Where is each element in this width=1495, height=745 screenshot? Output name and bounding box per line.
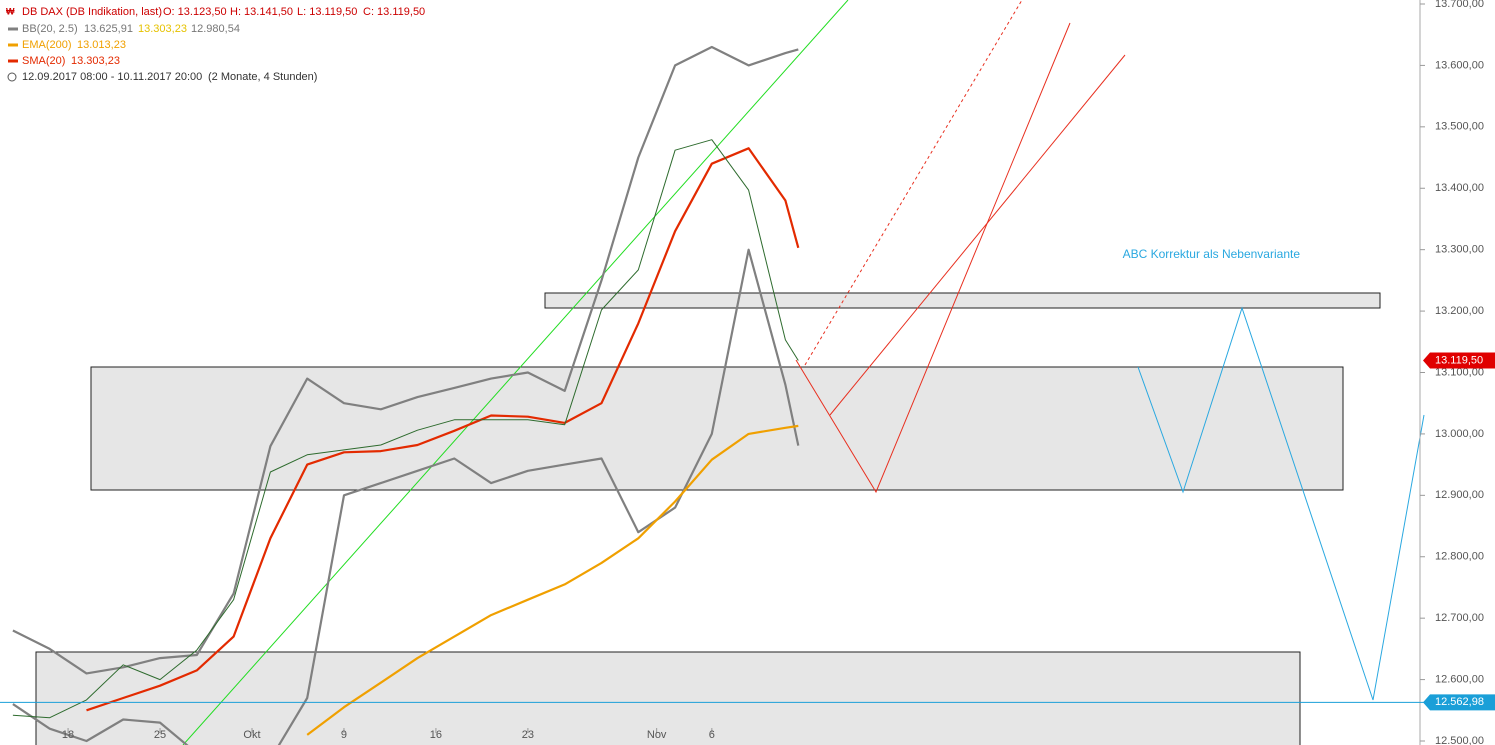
price-tag-label: 13.119,50 bbox=[1435, 354, 1483, 366]
projection-line bbox=[1137, 306, 1425, 701]
legend-label: BB(20, 2.5) bbox=[22, 23, 78, 35]
y-tick-label: 13.600,00 bbox=[1435, 59, 1484, 71]
projection-line bbox=[804, 0, 1023, 366]
ohlc: C: 13.119,50 bbox=[363, 6, 425, 18]
price-tag-label: 12.562,98 bbox=[1435, 696, 1484, 708]
y-tick-label: 13.400,00 bbox=[1435, 182, 1484, 194]
legend-value: 13.303,23 bbox=[71, 55, 120, 67]
y-tick-label: 13.700,00 bbox=[1435, 0, 1484, 10]
trend-line bbox=[182, 0, 849, 745]
legend-label: EMA(200) bbox=[22, 39, 72, 51]
legend-value: 13.625,91 bbox=[84, 23, 133, 35]
zone bbox=[544, 292, 1381, 309]
y-tick-label: 13.100,00 bbox=[1435, 366, 1484, 378]
legend-value: 13.013,23 bbox=[77, 39, 126, 51]
y-tick-label: 12.700,00 bbox=[1435, 612, 1484, 624]
legend-value: 13.303,23 bbox=[138, 23, 187, 35]
y-tick-label: 13.300,00 bbox=[1435, 244, 1484, 256]
period: (2 Monate, 4 Stunden) bbox=[208, 71, 317, 83]
bb-lower-line bbox=[12, 248, 800, 745]
bb-upper-line bbox=[12, 45, 799, 675]
zone bbox=[35, 651, 1301, 745]
legend-label: SMA(20) bbox=[22, 55, 65, 67]
x-tick-label: Nov bbox=[647, 729, 667, 741]
close-line bbox=[12, 139, 799, 719]
ohlc: H: 13.141,50 bbox=[230, 6, 293, 18]
plot bbox=[12, 45, 800, 745]
price-tag bbox=[1423, 694, 1495, 711]
projection-line bbox=[829, 54, 1126, 416]
instrument: DB DAX (DB Indikation, last) bbox=[22, 6, 162, 18]
x-tick-label: 25 bbox=[154, 729, 166, 741]
annotation: ABC Korrektur als Nebenvariante bbox=[1123, 247, 1301, 261]
y-tick-label: 13.500,00 bbox=[1435, 121, 1484, 133]
x-tick-label: 9 bbox=[341, 729, 347, 741]
x-tick-label: 6 bbox=[709, 729, 715, 741]
legend-value: 12.980,54 bbox=[191, 23, 240, 35]
ohlc: L: 13.119,50 bbox=[297, 6, 357, 18]
y-tick-label: 12.900,00 bbox=[1435, 489, 1484, 501]
header: ₩ DB DAX (DB Indikation, last) O: 13.123… bbox=[6, 6, 425, 83]
x-tick-label: Okt bbox=[243, 729, 260, 741]
x-tick-label: 18 bbox=[62, 729, 74, 741]
logo: ₩ bbox=[6, 6, 15, 16]
y-tick-label: 13.000,00 bbox=[1435, 428, 1484, 440]
projection-line bbox=[795, 22, 1071, 494]
ema-line bbox=[306, 424, 799, 736]
zone bbox=[90, 366, 1344, 491]
y-tick-label: 12.800,00 bbox=[1435, 551, 1484, 563]
sma-line bbox=[86, 147, 800, 712]
y-tick-label: 12.500,00 bbox=[1435, 735, 1484, 745]
y-tick-label: 13.200,00 bbox=[1435, 305, 1484, 317]
price-tag bbox=[1423, 352, 1495, 369]
y-tick-label: 12.600,00 bbox=[1435, 673, 1484, 685]
x-tick-label: 16 bbox=[430, 729, 442, 741]
x-tick-label: 23 bbox=[522, 729, 534, 741]
clock-icon bbox=[7, 72, 17, 82]
ohlc: O: 13.123,50 bbox=[163, 6, 227, 18]
date-range: 12.09.2017 08:00 - 10.11.2017 20:00 bbox=[22, 71, 202, 83]
